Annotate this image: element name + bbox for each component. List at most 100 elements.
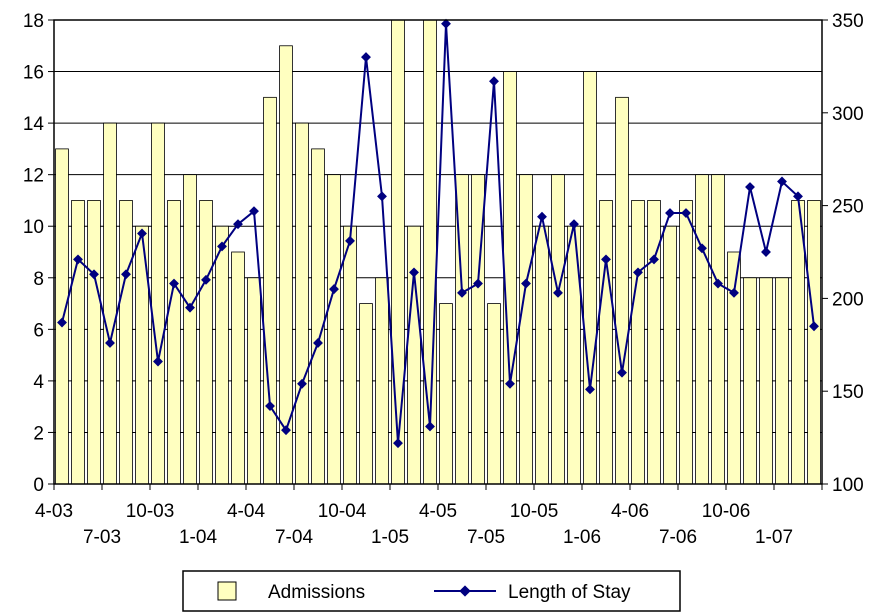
- admissions-bar: [551, 174, 565, 485]
- admissions-bar: [119, 200, 133, 485]
- admissions-bar: [711, 174, 725, 485]
- length-of-stay-point: [313, 337, 323, 348]
- admissions-bar: [247, 277, 261, 485]
- left-axis-tick-label: 14: [23, 114, 45, 135]
- x-axis-tick-label: 7-04: [275, 527, 313, 548]
- gridlines: [54, 71, 822, 433]
- left-axis-tick-label: 0: [33, 475, 44, 496]
- left-axis-tick-label: 4: [33, 372, 44, 393]
- admissions-bar: [743, 277, 757, 485]
- x-axis-tick-label: 7-06: [659, 527, 697, 548]
- length-of-stay-point: [457, 287, 467, 298]
- length-of-stay-point: [729, 287, 739, 298]
- admissions-bar: [679, 200, 693, 485]
- right-axis-tick-label: 150: [832, 382, 864, 403]
- admissions-bar: [183, 174, 197, 485]
- length-of-stay-point: [537, 211, 547, 222]
- left-axis-tick-label: 2: [33, 423, 44, 444]
- admissions-bar: [807, 200, 821, 485]
- admissions-bar: [71, 200, 85, 485]
- admissions-bar: [487, 303, 501, 485]
- admissions-bar: [647, 200, 661, 485]
- admissions-bar: [87, 200, 101, 485]
- admissions-bar: [295, 122, 309, 485]
- left-axis-tick-label: 8: [33, 269, 44, 290]
- admissions-bar: [519, 174, 533, 485]
- admissions-bar: [599, 200, 613, 485]
- admissions-bar: [695, 174, 709, 485]
- length-of-stay-point: [281, 425, 291, 436]
- x-axis-tick-label: 1-06: [563, 527, 601, 548]
- left-axis-tick-label: 10: [23, 217, 44, 238]
- x-axis-tick-label: 10-03: [126, 501, 175, 522]
- length-of-stay-point: [473, 278, 483, 289]
- length-of-stay-point: [249, 206, 259, 217]
- legend-los-swatch-marker: [459, 585, 471, 597]
- x-axis-tick-label: 7-03: [83, 527, 121, 548]
- right-axis-tick-label: 100: [832, 475, 864, 496]
- left-axis-tick-label: 12: [23, 166, 44, 187]
- admissions-bar: [439, 303, 453, 485]
- plot-area: [53, 18, 823, 485]
- admissions-bar: [791, 200, 805, 485]
- x-axis-tick-label: 10-05: [510, 501, 559, 522]
- left-y-axis: 0 2 4 6 8 10 12 14 16 18: [23, 11, 54, 496]
- right-axis-tick-label: 350: [832, 11, 864, 32]
- x-axis-tick-label: 7-05: [467, 527, 505, 548]
- length-of-stay-point: [697, 243, 707, 254]
- x-axis-tick-label: 10-04: [318, 501, 367, 522]
- length-of-stay-point: [233, 219, 243, 230]
- x-axis-tick-label: 1-04: [179, 527, 217, 548]
- length-of-stay-point: [505, 378, 515, 389]
- length-of-stay-point: [553, 287, 563, 298]
- x-axis-tick-label: 1-07: [755, 527, 793, 548]
- legend: Admissions Length of Stay: [182, 570, 681, 612]
- admissions-bar: [151, 122, 165, 485]
- admissions-bar: [535, 225, 549, 485]
- length-of-stay-point: [745, 182, 755, 192]
- admissions-bar: [215, 225, 229, 485]
- x-axis: 4-03 10-03 4-04 10-04 4-05 10-05 4-06 10-06 7-03…: [35, 484, 823, 548]
- length-of-stay-point: [617, 367, 627, 378]
- length-of-stay-point: [569, 219, 579, 230]
- length-of-stay-point: [201, 274, 211, 285]
- length-of-stay-point: [425, 421, 435, 432]
- legend-box: [182, 570, 681, 612]
- length-of-stay-point: [137, 228, 147, 239]
- left-axis-tick-label: 6: [33, 320, 44, 341]
- length-of-stay-point: [793, 191, 803, 202]
- length-of-stay-point: [153, 356, 163, 367]
- admissions-bar: [503, 71, 517, 485]
- length-of-stay-point: [777, 176, 787, 187]
- length-of-stay-point: [217, 241, 227, 252]
- legend-admissions-swatch: [217, 581, 237, 601]
- admissions-bar: [631, 200, 645, 485]
- admissions-bar: [103, 122, 117, 485]
- left-axis-tick-label: 16: [23, 63, 44, 84]
- admissions-bar: [311, 148, 325, 485]
- length-of-stay-point: [521, 278, 531, 289]
- length-of-stay-point: [377, 191, 387, 202]
- x-axis-tick-label: 4-06: [611, 501, 649, 522]
- admissions-bar: [759, 277, 773, 485]
- right-axis-tick-label: 300: [832, 104, 864, 125]
- length-of-stay-point: [265, 401, 275, 411]
- admissions-bar: [55, 148, 69, 485]
- legend-los-label: Length of Stay: [508, 582, 631, 603]
- admissions-bar: [263, 96, 277, 485]
- admissions-bar: [775, 277, 789, 485]
- admissions-bar: [375, 277, 389, 485]
- length-of-stay-point: [345, 235, 355, 246]
- admissions-bar: [583, 71, 597, 485]
- length-of-stay-point: [713, 278, 723, 289]
- length-of-stay-point: [633, 267, 643, 278]
- admissions-bar: [327, 174, 341, 485]
- admissions-bar: [407, 225, 421, 485]
- length-of-stay-point: [73, 254, 83, 265]
- length-of-stay-point: [185, 302, 195, 313]
- admissions-bar: [391, 19, 405, 485]
- left-axis-tick-label: 18: [23, 11, 44, 32]
- length-of-stay-point: [297, 378, 307, 389]
- admissions-bar: [167, 200, 181, 485]
